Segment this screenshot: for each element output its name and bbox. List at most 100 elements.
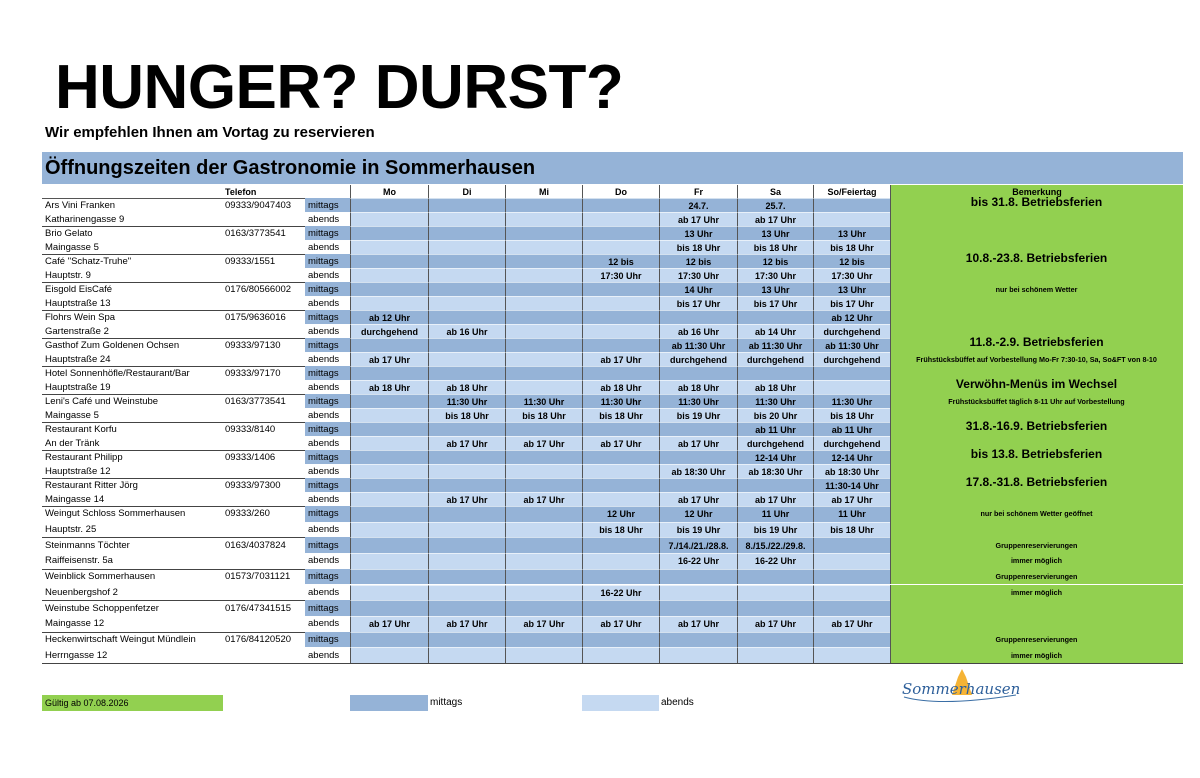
time-cell xyxy=(350,553,428,569)
row-type: mittags xyxy=(305,282,350,296)
time-cell xyxy=(350,568,428,585)
time-cell xyxy=(428,521,505,538)
time-cell xyxy=(428,600,505,616)
restaurant-name: Flohrs Wein Spa xyxy=(45,311,116,323)
time-cell: 11:30 Uhr xyxy=(659,394,737,408)
time-cell xyxy=(582,296,659,310)
remark: bis 31.8. Betriebsferien xyxy=(970,195,1103,209)
time-cell: bis 18 Uhr xyxy=(813,521,890,538)
time-cell xyxy=(813,600,890,616)
row-type: abends xyxy=(308,213,340,225)
phone: 09333/8140 xyxy=(225,423,276,435)
time-cell xyxy=(505,240,582,254)
row-type: mittags xyxy=(305,310,350,324)
remark-cell xyxy=(890,352,1183,366)
time-cell: 7./14./21./28.8. xyxy=(659,537,737,554)
time-cell xyxy=(350,198,428,212)
remark-cell xyxy=(890,240,1183,254)
time-cell xyxy=(428,268,505,282)
remark: immer möglich xyxy=(1010,556,1063,566)
time-cell xyxy=(813,553,890,569)
restaurant-name: Café "Schatz-Truhe" xyxy=(45,255,132,267)
restaurant-name: Steinmanns Töchter xyxy=(45,539,130,551)
remark-cell xyxy=(890,450,1183,464)
logo-swoosh xyxy=(903,694,1017,703)
time-cell xyxy=(813,647,890,663)
time-cell xyxy=(350,478,428,492)
time-cell: bis 17 Uhr xyxy=(813,296,890,310)
time-cell: 12 bis xyxy=(737,254,813,268)
time-cell xyxy=(350,282,428,296)
subtitle: Wir empfehlen Ihnen am Vortag zu reservi… xyxy=(45,124,375,141)
time-cell: ab 18:30 Uhr xyxy=(737,464,813,478)
time-cell: ab 18:30 Uhr xyxy=(659,464,737,478)
time-cell xyxy=(350,631,428,648)
time-cell: 13 Uhr xyxy=(737,282,813,296)
time-cell: 11:30 Uhr xyxy=(813,394,890,408)
row-type: mittags xyxy=(305,450,350,464)
restaurant-name: Eisgold EisCafé xyxy=(45,283,113,295)
restaurant-address: Hauptstraße 12 xyxy=(45,465,111,477)
remark-cell xyxy=(890,615,1183,632)
row-type: abends xyxy=(308,618,340,630)
time-cell xyxy=(505,198,582,212)
column-header: Mo xyxy=(350,185,428,198)
row-type: mittags xyxy=(305,506,350,522)
time-cell xyxy=(350,436,428,450)
time-cell: 11:30 Uhr xyxy=(505,394,582,408)
time-cell: ab 12 Uhr xyxy=(813,310,890,324)
column-header: Bemerkung xyxy=(890,185,1183,198)
time-cell xyxy=(582,212,659,226)
phone: 09333/97130 xyxy=(225,339,281,351)
legend-label: abends xyxy=(661,697,694,708)
row-type: abends xyxy=(308,465,340,477)
time-cell: ab 18 Uhr xyxy=(582,380,659,394)
time-cell: ab 17 Uhr xyxy=(582,436,659,450)
restaurant-address: Katharinengasse 9 xyxy=(45,213,125,225)
time-cell xyxy=(350,492,428,506)
time-cell: ab 11:30 Uhr xyxy=(737,338,813,352)
time-cell xyxy=(659,310,737,324)
remark: nur bei schönem Wetter geöffnet xyxy=(980,509,1093,519)
restaurant-name: Heckenwirtschaft Weingut Mündlein xyxy=(45,633,196,645)
time-cell xyxy=(350,240,428,254)
restaurant-address: Hauptstraße 19 xyxy=(45,381,111,393)
time-cell xyxy=(505,212,582,226)
time-cell: ab 17 Uhr xyxy=(428,436,505,450)
time-cell: 11:30-14 Uhr xyxy=(813,478,890,492)
time-cell xyxy=(505,324,582,338)
remark: Frühstücksbüffet täglich 8-11 Uhr auf Vo… xyxy=(948,396,1125,406)
legend-swatch-mittags xyxy=(350,695,428,711)
time-cell xyxy=(350,506,428,522)
column-header: Do xyxy=(582,185,659,198)
main-title: HUNGER? DURST? xyxy=(55,53,624,122)
time-cell xyxy=(582,478,659,492)
time-cell: bis 19 Uhr xyxy=(659,408,737,422)
time-cell xyxy=(582,450,659,464)
time-cell xyxy=(737,366,813,380)
remark-cell xyxy=(890,408,1183,422)
time-cell xyxy=(428,537,505,554)
remark: Gruppenreservierungen xyxy=(995,540,1078,550)
row-type: mittags xyxy=(305,254,350,268)
time-cell xyxy=(505,422,582,436)
time-cell: 13 Uhr xyxy=(659,226,737,240)
time-cell xyxy=(582,492,659,506)
time-cell xyxy=(659,600,737,616)
time-cell xyxy=(428,310,505,324)
remark: nur bei schönem Wetter xyxy=(995,284,1078,294)
remark-cell xyxy=(890,338,1183,352)
time-cell xyxy=(505,296,582,310)
time-cell xyxy=(505,310,582,324)
row-type: abends xyxy=(308,325,340,337)
time-cell xyxy=(582,198,659,212)
restaurant-address: Hauptstr. 25 xyxy=(45,524,97,536)
time-cell: 12 bis xyxy=(582,254,659,268)
remark-cell xyxy=(890,212,1183,226)
time-cell: ab 17 Uhr xyxy=(659,212,737,226)
restaurant-name: Hotel Sonnenhöfle/Restaurant/Bar xyxy=(45,367,190,379)
row-type: abends xyxy=(308,524,340,536)
time-cell xyxy=(813,537,890,554)
time-cell: ab 17 Uhr xyxy=(582,352,659,366)
row-type: abends xyxy=(308,586,340,598)
